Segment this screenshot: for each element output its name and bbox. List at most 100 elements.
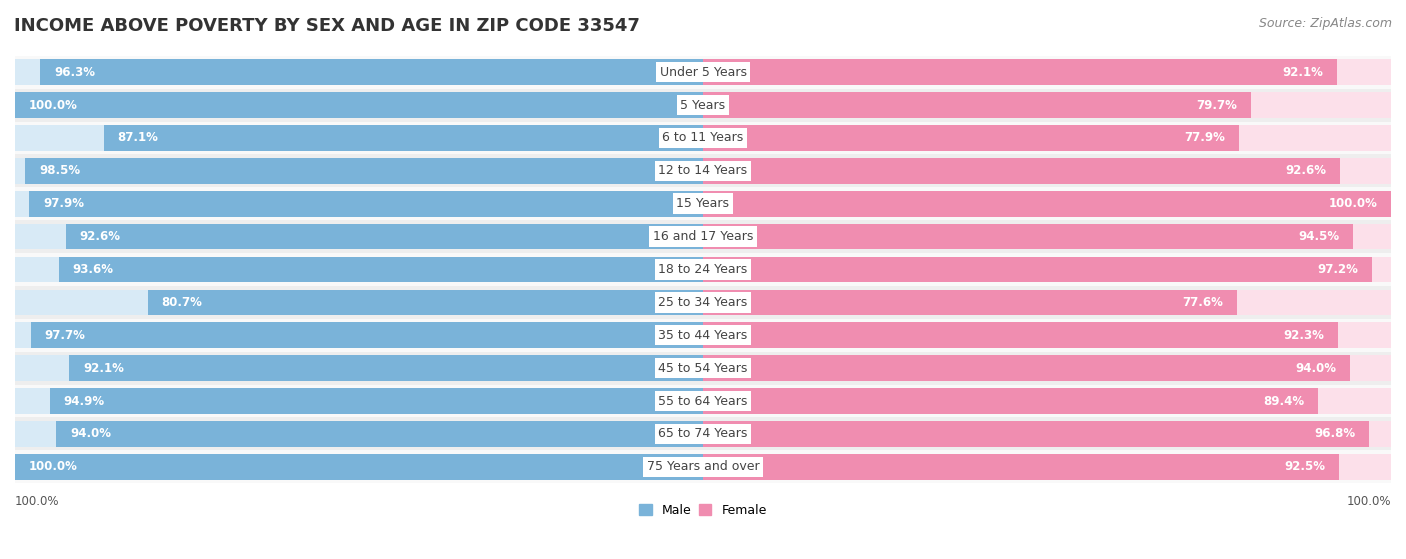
Text: 92.6%: 92.6% <box>1285 164 1326 177</box>
Bar <box>15 253 1391 286</box>
Bar <box>703 454 1340 480</box>
Bar <box>104 125 703 151</box>
Text: 92.3%: 92.3% <box>1284 329 1324 342</box>
Bar <box>703 59 1391 85</box>
Bar <box>66 224 703 249</box>
Bar <box>56 421 703 447</box>
Bar <box>15 323 703 348</box>
Text: Under 5 Years: Under 5 Years <box>659 66 747 79</box>
Legend: Male, Female: Male, Female <box>634 499 772 522</box>
Bar <box>15 89 1391 121</box>
Bar <box>703 388 1391 414</box>
Text: 100.0%: 100.0% <box>1347 495 1391 508</box>
Text: 55 to 64 Years: 55 to 64 Years <box>658 395 748 408</box>
Bar <box>703 323 1339 348</box>
Bar <box>703 323 1391 348</box>
Bar <box>15 187 1391 220</box>
Bar <box>15 158 703 184</box>
Bar <box>703 158 1340 184</box>
Bar <box>703 191 1391 216</box>
Bar <box>703 224 1391 249</box>
Text: 94.0%: 94.0% <box>1295 362 1336 375</box>
Bar <box>703 92 1391 118</box>
Bar <box>41 59 703 85</box>
Bar <box>59 257 703 282</box>
Bar <box>703 257 1372 282</box>
Bar <box>15 352 1391 385</box>
Text: Source: ZipAtlas.com: Source: ZipAtlas.com <box>1258 17 1392 30</box>
Bar <box>15 125 703 151</box>
Text: 77.9%: 77.9% <box>1184 131 1225 144</box>
Text: 75 Years and over: 75 Years and over <box>647 460 759 473</box>
Bar <box>703 388 1317 414</box>
Bar <box>703 356 1350 381</box>
Bar <box>15 421 703 447</box>
Bar <box>703 290 1391 315</box>
Bar <box>30 191 703 216</box>
Bar <box>15 451 1391 483</box>
Bar <box>15 121 1391 154</box>
Bar <box>15 220 1391 253</box>
Bar <box>15 154 1391 187</box>
Text: 12 to 14 Years: 12 to 14 Years <box>658 164 748 177</box>
Bar <box>15 56 1391 89</box>
Text: 35 to 44 Years: 35 to 44 Years <box>658 329 748 342</box>
Bar <box>15 385 1391 418</box>
Text: 94.9%: 94.9% <box>63 395 105 408</box>
Text: 94.5%: 94.5% <box>1298 230 1340 243</box>
Bar <box>15 319 1391 352</box>
Text: 96.3%: 96.3% <box>55 66 96 79</box>
Text: 45 to 54 Years: 45 to 54 Years <box>658 362 748 375</box>
Bar <box>15 356 703 381</box>
Bar <box>15 92 703 118</box>
Bar <box>703 224 1353 249</box>
Bar <box>703 454 1391 480</box>
Bar <box>703 421 1369 447</box>
Text: 100.0%: 100.0% <box>28 98 77 112</box>
Text: 92.1%: 92.1% <box>83 362 124 375</box>
Text: 98.5%: 98.5% <box>39 164 80 177</box>
Bar <box>703 421 1391 447</box>
Text: 92.6%: 92.6% <box>80 230 121 243</box>
Bar <box>15 290 703 315</box>
Bar <box>31 323 703 348</box>
Bar <box>15 191 703 216</box>
Text: 25 to 34 Years: 25 to 34 Years <box>658 296 748 309</box>
Bar <box>15 286 1391 319</box>
Text: 18 to 24 Years: 18 to 24 Years <box>658 263 748 276</box>
Text: 100.0%: 100.0% <box>28 460 77 473</box>
Bar <box>15 224 703 249</box>
Text: 94.0%: 94.0% <box>70 428 111 440</box>
Bar <box>703 191 1391 216</box>
Text: 92.5%: 92.5% <box>1285 460 1326 473</box>
Bar <box>15 418 1391 451</box>
Text: 80.7%: 80.7% <box>162 296 202 309</box>
Text: 16 and 17 Years: 16 and 17 Years <box>652 230 754 243</box>
Text: 77.6%: 77.6% <box>1182 296 1223 309</box>
Text: 87.1%: 87.1% <box>118 131 159 144</box>
Text: 93.6%: 93.6% <box>73 263 114 276</box>
Bar <box>703 92 1251 118</box>
Bar <box>69 356 703 381</box>
Bar <box>15 257 703 282</box>
Text: 92.1%: 92.1% <box>1282 66 1323 79</box>
Bar <box>703 59 1337 85</box>
Text: 97.9%: 97.9% <box>44 197 84 210</box>
Text: 97.2%: 97.2% <box>1317 263 1358 276</box>
Bar <box>703 290 1237 315</box>
Bar <box>15 454 703 480</box>
Bar <box>15 388 703 414</box>
Text: INCOME ABOVE POVERTY BY SEX AND AGE IN ZIP CODE 33547: INCOME ABOVE POVERTY BY SEX AND AGE IN Z… <box>14 17 640 35</box>
Bar <box>148 290 703 315</box>
Bar <box>15 454 703 480</box>
Text: 96.8%: 96.8% <box>1315 428 1355 440</box>
Text: 97.7%: 97.7% <box>45 329 86 342</box>
Text: 89.4%: 89.4% <box>1263 395 1305 408</box>
Text: 5 Years: 5 Years <box>681 98 725 112</box>
Text: 15 Years: 15 Years <box>676 197 730 210</box>
Text: 100.0%: 100.0% <box>1329 197 1378 210</box>
Bar <box>15 59 703 85</box>
Text: 6 to 11 Years: 6 to 11 Years <box>662 131 744 144</box>
Bar <box>703 356 1391 381</box>
Bar <box>25 158 703 184</box>
